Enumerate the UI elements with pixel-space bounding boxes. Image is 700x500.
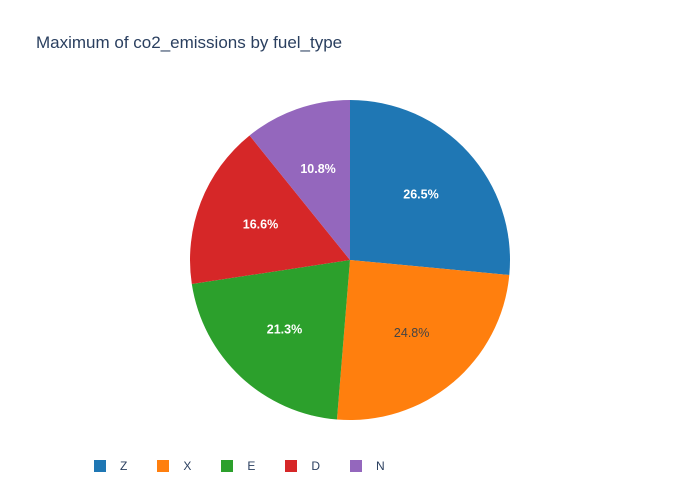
pie-slice-d[interactable] bbox=[190, 135, 350, 285]
legend-label: E bbox=[247, 459, 256, 473]
legend-swatch bbox=[94, 460, 106, 472]
legend-item-d[interactable]: D bbox=[285, 459, 320, 473]
legend-swatch bbox=[221, 460, 234, 472]
legend-label: Z bbox=[120, 459, 128, 473]
legend-item-n[interactable]: N bbox=[350, 459, 385, 473]
slice-label-n: 10.8% bbox=[300, 162, 335, 176]
legend-label: X bbox=[183, 459, 192, 473]
legend-item-x[interactable]: X bbox=[157, 459, 191, 473]
pie-slices bbox=[190, 100, 510, 421]
pie-slice-e[interactable] bbox=[191, 260, 350, 420]
pie-slice-n[interactable] bbox=[249, 100, 350, 260]
legend-label: N bbox=[376, 459, 385, 473]
legend-label: D bbox=[311, 459, 321, 473]
slice-label-z: 26.5% bbox=[403, 188, 438, 202]
pie-labels: 26.5% 24.8% 21.3% 16.6% 10.8% bbox=[243, 162, 439, 340]
legend-swatch bbox=[350, 460, 363, 472]
legend-item-e[interactable]: E bbox=[221, 459, 255, 473]
slice-label-d: 16.6% bbox=[243, 218, 278, 232]
legend-item-z[interactable]: Z bbox=[94, 459, 127, 473]
legend-swatch bbox=[285, 460, 298, 472]
chart-title: Maximum of co2_emissions by fuel_type bbox=[36, 33, 343, 52]
slice-label-e: 21.3% bbox=[267, 322, 302, 336]
pie-slice-x[interactable] bbox=[336, 260, 510, 421]
slice-label-x: 24.8% bbox=[394, 326, 429, 340]
pie-slice-z[interactable] bbox=[350, 100, 510, 276]
legend-swatch bbox=[157, 460, 170, 472]
